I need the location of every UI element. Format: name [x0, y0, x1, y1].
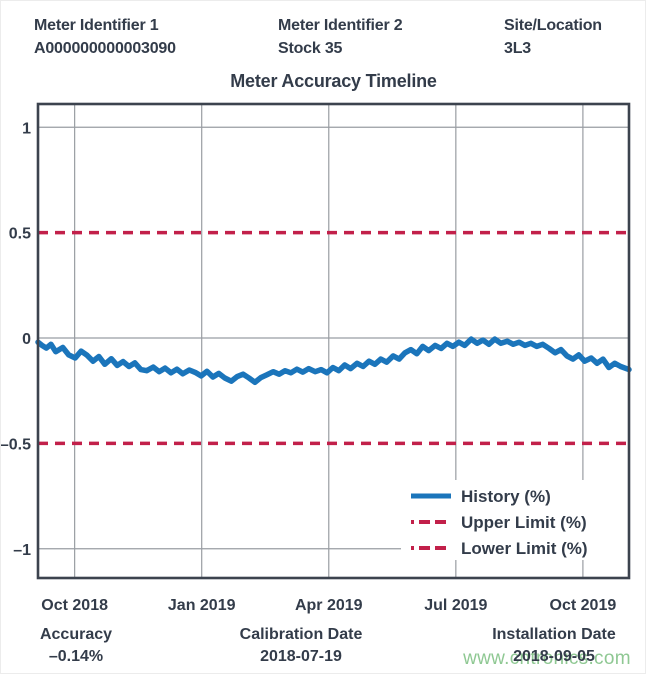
meter-identifier-2-label: Meter Identifier 2	[278, 17, 403, 34]
accuracy-label: Accuracy	[39, 626, 113, 643]
meter-identifier-1-label: Meter Identifier 1	[34, 17, 159, 34]
chart-title: Meter Accuracy Timeline	[230, 71, 437, 91]
x-tick-label: Oct 2018	[41, 597, 108, 614]
meter-identifier-2-block: Meter Identifier 2 Stock 35	[278, 14, 403, 60]
meter-identifier-2-value: Stock 35	[278, 40, 343, 57]
calibration-date-value: 2018-07-19	[260, 648, 342, 665]
legend-label: History (%)	[461, 487, 551, 506]
history-line	[35, 336, 632, 386]
x-tick-label: Apr 2019	[295, 597, 363, 614]
meter-identifier-1-block: Meter Identifier 1 A000000000003090	[34, 14, 176, 60]
y-tick-label: 0.5	[9, 226, 31, 243]
installation-date-label: Installation Date	[492, 626, 616, 643]
calibration-date-label: Calibration Date	[239, 626, 363, 643]
plot-border	[36, 102, 631, 580]
y-tick-label: –0.5	[1, 436, 31, 453]
accuracy-block: Accuracy –0.14%	[31, 624, 121, 668]
site-location-block: Site/Location 3L3	[504, 14, 602, 60]
y-tick-label: 0	[22, 331, 31, 348]
y-tick-label: –1	[13, 542, 31, 559]
installation-date-block: Installation Date 2018-09-05	[474, 624, 634, 668]
site-location-value: 3L3	[504, 40, 531, 57]
x-tick-label: Jul 2019	[424, 597, 487, 614]
legend-label: Upper Limit (%)	[461, 513, 587, 532]
installation-date-value: 2018-09-05	[513, 648, 595, 665]
calibration-date-block: Calibration Date 2018-07-19	[221, 624, 381, 668]
x-tick-label: Oct 2019	[550, 597, 617, 614]
watermark: www.cntronics.com	[463, 648, 631, 669]
legend-label: Lower Limit (%)	[461, 539, 588, 558]
accuracy-value: –0.14%	[48, 648, 104, 665]
site-location-label: Site/Location	[504, 17, 602, 34]
y-tick-label: 1	[22, 120, 31, 137]
meter-identifier-1-value: A000000000003090	[34, 40, 176, 57]
x-tick-label: Jan 2019	[168, 597, 236, 614]
